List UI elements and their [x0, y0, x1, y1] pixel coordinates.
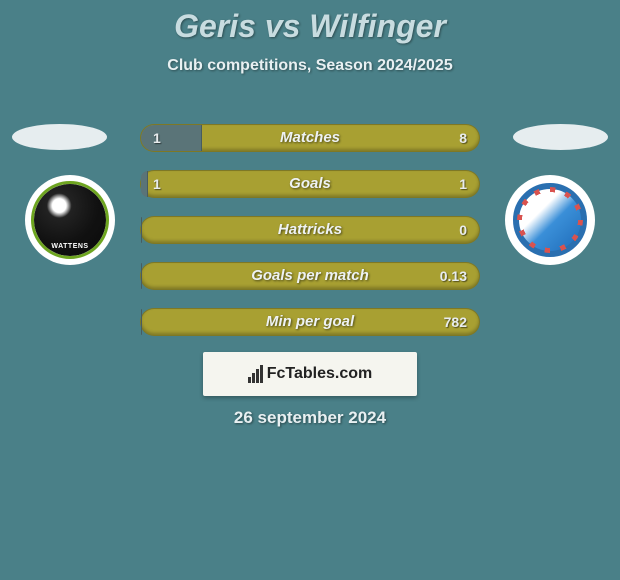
brand-box[interactable]: FcTables.com — [203, 352, 417, 396]
stat-label: Goals per match — [141, 267, 479, 284]
stat-right-value: 782 — [444, 314, 467, 330]
stat-row-matches: 1 Matches 8 — [140, 124, 480, 152]
stat-label: Goals — [141, 175, 479, 192]
brand-text: FcTables.com — [267, 365, 373, 383]
stats-bars: 1 Matches 8 1 Goals 1 Hattricks 0 Goals … — [140, 124, 480, 354]
stat-right-value: 0 — [459, 222, 467, 238]
date-label: 26 september 2024 — [0, 408, 620, 428]
right-player-ellipse — [513, 124, 608, 150]
left-club-badge: WATTENS — [25, 175, 115, 265]
right-club-badge — [505, 175, 595, 265]
left-player-ellipse — [12, 124, 107, 150]
stat-row-hattricks: Hattricks 0 — [140, 216, 480, 244]
stat-label: Hattricks — [141, 221, 479, 238]
stat-label: Min per goal — [141, 313, 479, 330]
stat-row-goals-per-match: Goals per match 0.13 — [140, 262, 480, 290]
stat-right-value: 8 — [459, 130, 467, 146]
stat-right-value: 1 — [459, 176, 467, 192]
stat-label: Matches — [141, 129, 479, 146]
left-club-label: WATTENS — [51, 243, 88, 250]
stat-right-value: 0.13 — [440, 268, 467, 284]
stat-row-goals: 1 Goals 1 — [140, 170, 480, 198]
stat-row-min-per-goal: Min per goal 782 — [140, 308, 480, 336]
subtitle: Club competitions, Season 2024/2025 — [0, 57, 620, 75]
bars-icon — [248, 365, 263, 383]
page-title: Geris vs Wilfinger — [0, 0, 620, 45]
